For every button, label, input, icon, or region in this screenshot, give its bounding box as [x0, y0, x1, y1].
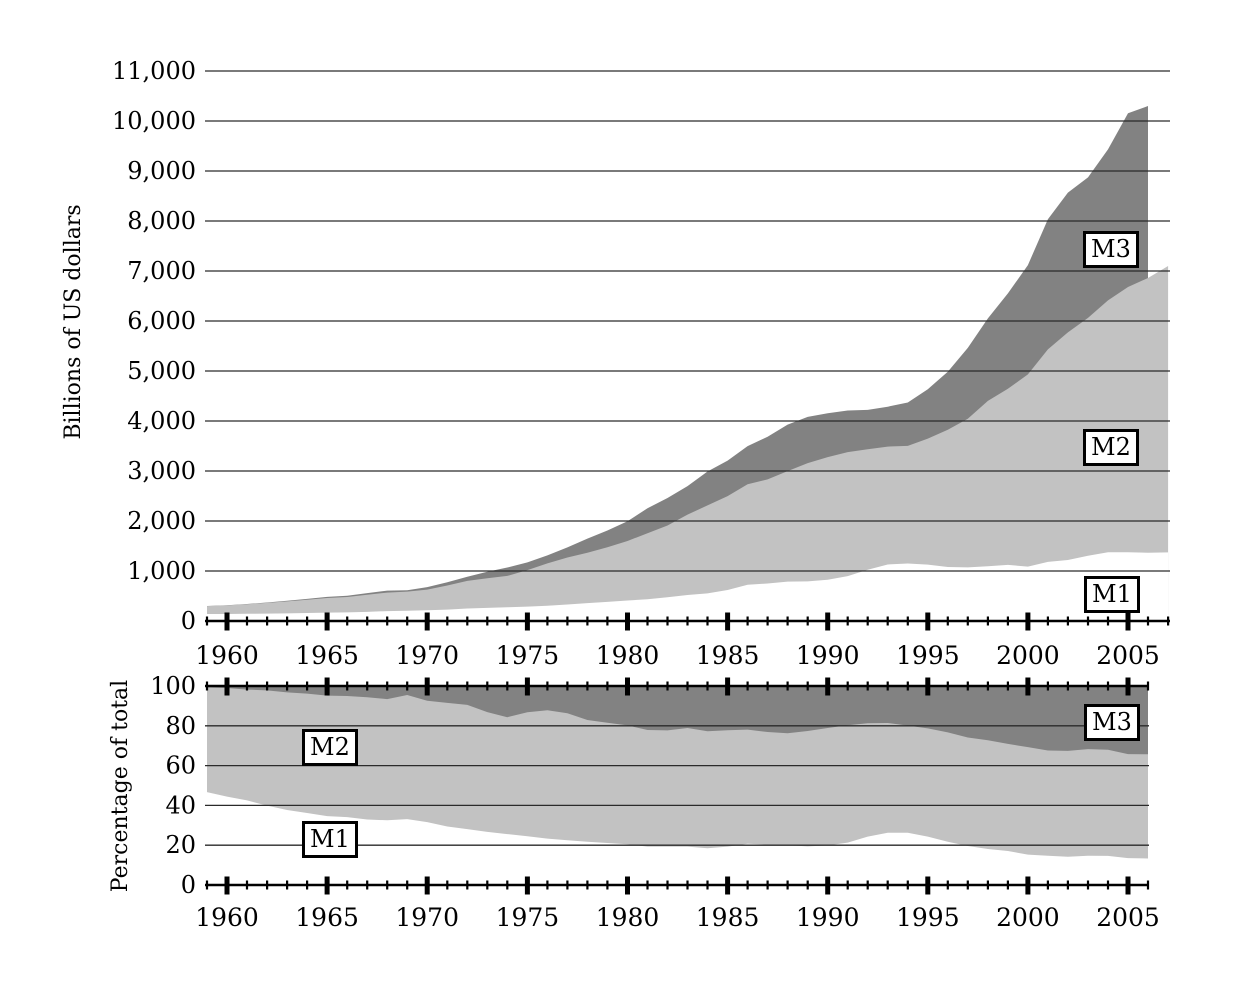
x-tick-label: 1975 [496, 641, 560, 670]
y-tick-label: 40 [165, 791, 196, 819]
x-tick-label: 1985 [696, 903, 760, 932]
y-tick-label: 8,000 [127, 207, 196, 235]
x-tick-label: 1995 [896, 903, 960, 932]
m1-label-box-bottom: M1 [302, 821, 358, 858]
y-tick-label: 2,000 [127, 507, 196, 535]
y-tick-label: 100 [150, 672, 196, 700]
y-tick-label: 60 [165, 752, 196, 780]
m2-label-box-top: M2 [1083, 429, 1139, 466]
y-tick-label: 1,000 [127, 557, 196, 585]
x-tick-label: 1965 [295, 903, 359, 932]
y-tick-label: 0 [181, 607, 196, 635]
x-tick-label: 1995 [896, 641, 960, 670]
y-tick-label: 4,000 [127, 407, 196, 435]
y-axis-title-billions: Billions of US dollars [61, 204, 86, 439]
area-m2 [207, 266, 1169, 621]
y-tick-label: 10,000 [112, 107, 196, 135]
m1-label-box-top: M1 [1084, 576, 1140, 613]
x-tick-label: 1980 [596, 641, 660, 670]
x-tick-label: 1970 [395, 641, 459, 670]
x-tick-label: 1970 [395, 903, 459, 932]
y-tick-label: 20 [165, 831, 196, 859]
x-tick-label: 1975 [496, 903, 560, 932]
y-tick-label: 5,000 [127, 357, 196, 385]
y-tick-label: 80 [165, 712, 196, 740]
x-tick-label: 1980 [596, 903, 660, 932]
bottom-chart: 0 20 40 60 80 100 1960 1965 1970 1975 1980 1985 1990… [150, 672, 1160, 932]
area-m1 [207, 792, 1148, 885]
y-axis-title-percentage: Percentage of total [108, 680, 133, 892]
x-tick-label: 1965 [295, 641, 359, 670]
x-tick-label: 2000 [996, 903, 1060, 932]
y-tick-label: 3,000 [127, 457, 196, 485]
x-tick-label: 1985 [696, 641, 760, 670]
top-chart: 0 1,000 2,000 3,000 4,000 5,000 6,000 7,000 8,00… [112, 57, 1170, 670]
x-tick-label: 2005 [1096, 641, 1160, 670]
m3-label-box-bottom: M3 [1084, 704, 1140, 741]
x-tick-label: 2005 [1096, 903, 1160, 932]
m3-label-box-top: M3 [1083, 231, 1139, 268]
x-tick-label: 1960 [195, 641, 259, 670]
x-tick-label: 2000 [996, 641, 1060, 670]
x-tick-label: 1990 [796, 903, 860, 932]
x-tick-label: 1990 [796, 641, 860, 670]
x-tick-label: 1960 [195, 903, 259, 932]
y-tick-label: 9,000 [127, 157, 196, 185]
y-tick-label: 0 [181, 871, 196, 899]
y-tick-label: 7,000 [127, 257, 196, 285]
y-tick-label: 6,000 [127, 307, 196, 335]
y-tick-label: 11,000 [112, 57, 196, 85]
area-m1 [207, 552, 1169, 621]
m2-label-box-bottom: M2 [302, 729, 358, 766]
